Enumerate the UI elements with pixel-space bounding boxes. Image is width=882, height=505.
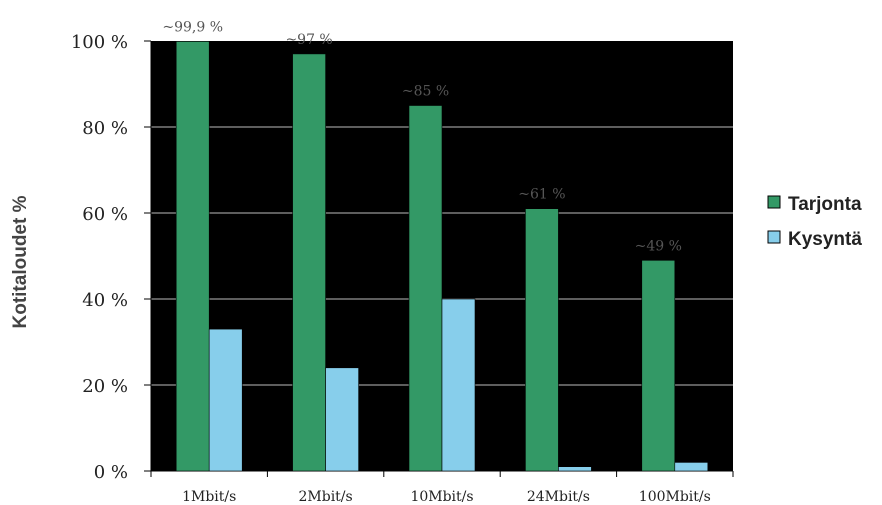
x-tick-label: 100Mbit/s	[639, 489, 711, 505]
bar-tarjonta	[175, 41, 210, 472]
legend: Tarjonta Kysyntä	[767, 194, 862, 250]
bars	[175, 41, 709, 472]
bar-tarjonta	[525, 208, 559, 472]
y-tick-label: 20 %	[82, 376, 128, 397]
x-axis-ticks: 1Mbit/s 2Mbit/s 10Mbit/s 24Mbit/s 100Mbit/s	[182, 489, 711, 505]
y-tick-label: 80 %	[82, 118, 128, 139]
y-tick-label: 40 %	[82, 290, 128, 311]
bar-kysynta	[558, 466, 592, 472]
bar-kysynta	[441, 298, 476, 472]
data-label: ~61 %	[518, 187, 565, 203]
data-label: ~99,9 %	[162, 19, 223, 35]
y-axis-label: Kotitaloudet %	[10, 195, 31, 328]
x-tick-label: 1Mbit/s	[182, 489, 236, 505]
data-label: ~97 %	[285, 32, 332, 48]
data-label: ~49 %	[635, 238, 682, 254]
x-tick-label: 2Mbit/s	[298, 489, 352, 505]
bar-kysynta	[208, 328, 243, 472]
bar-tarjonta	[408, 105, 443, 472]
legend-swatch-tarjonta	[767, 195, 781, 209]
y-tick-label: 60 %	[82, 204, 128, 225]
y-tick-label: 100 %	[71, 32, 128, 53]
data-labels: ~99,9 % ~97 % ~85 % ~61 % ~49 %	[162, 19, 682, 254]
data-label: ~85 %	[402, 84, 449, 100]
bar-tarjonta	[292, 53, 326, 472]
y-axis-ticks: 0 % 20 % 40 % 60 % 80 % 100 %	[71, 32, 128, 483]
y-tick-label: 0 %	[94, 462, 128, 483]
bar-tarjonta	[641, 259, 676, 472]
bar-kysynta	[674, 462, 709, 472]
bar-kysynta	[325, 367, 359, 472]
legend-label-tarjonta: Tarjonta	[788, 194, 862, 215]
x-tick-label: 24Mbit/s	[527, 489, 590, 505]
legend-swatch-kysynta	[767, 230, 781, 244]
legend-label-kysynta: Kysyntä	[788, 229, 862, 250]
x-tick-label: 10Mbit/s	[410, 489, 473, 505]
